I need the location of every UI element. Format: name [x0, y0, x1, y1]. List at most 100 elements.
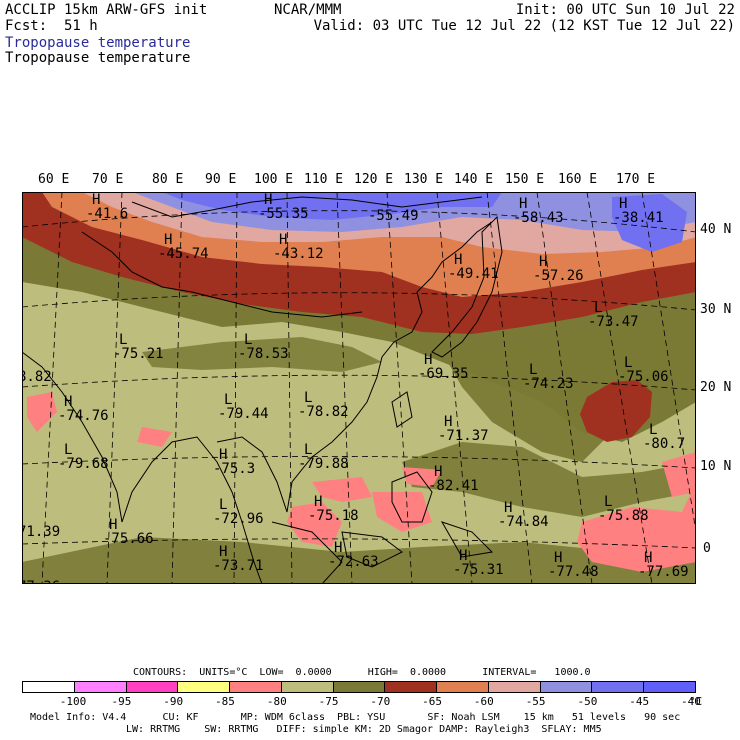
- model-info-line-2: LW: RRTMG SW: RRTMG DIFF: simple KM: 2D …: [126, 724, 602, 735]
- high-marker: H: [109, 517, 117, 533]
- temperature-value: -78.82: [298, 404, 349, 420]
- lon-label: 60 E: [38, 172, 70, 187]
- colorbar-swatch: [332, 681, 386, 693]
- temperature-value: -78.53: [238, 346, 289, 362]
- lon-label: 150 E: [505, 172, 545, 187]
- high-marker: H: [64, 394, 72, 410]
- lat-label: 10 N: [700, 459, 732, 474]
- blue-shading: [162, 192, 502, 220]
- temperature-value: -74.76: [58, 408, 109, 424]
- colorbar-swatch: [487, 681, 541, 693]
- temperature-value: -75.88: [598, 508, 649, 524]
- high-marker: H: [554, 550, 562, 566]
- temperature-value: -75.31: [453, 562, 504, 578]
- blue-shading: [612, 194, 687, 252]
- temperature-value: -38.41: [613, 210, 664, 226]
- temperature-value: -45.74: [158, 246, 209, 262]
- high-marker: H: [539, 254, 547, 270]
- high-marker: H: [619, 196, 627, 212]
- high-marker: H: [454, 252, 462, 268]
- init-time: Init: 00 UTC Sun 10 Jul 22: [515, 2, 735, 18]
- colorbar-label: -95: [111, 695, 132, 708]
- temperature-value: -55.35: [258, 206, 309, 222]
- olive-band: [22, 537, 696, 584]
- temperature-value: -55.49: [368, 208, 419, 224]
- temperature-value: -75.18: [308, 508, 359, 524]
- colorbar-swatch: [229, 681, 282, 693]
- temperature-value: -74.23: [523, 376, 574, 392]
- temperature-value: -79.68: [58, 456, 109, 472]
- forecast-hour: 51 h: [64, 18, 98, 34]
- colorbar-swatch: [384, 681, 438, 693]
- salmon-shading: [27, 392, 696, 572]
- colorbar-swatch: [22, 681, 75, 693]
- low-marker: L: [624, 355, 632, 371]
- coastlines: [22, 196, 503, 584]
- high-marker: H: [644, 550, 652, 566]
- low-marker: L: [304, 442, 312, 458]
- forecast-label: Fcst:: [5, 18, 48, 34]
- lon-label: 170 E: [616, 172, 656, 187]
- colorbar-label: -75: [318, 695, 339, 708]
- high-marker: H: [444, 414, 452, 430]
- field-title-1: Tropopause temperature: [5, 35, 191, 51]
- temperature-value: -79.88: [298, 456, 349, 472]
- temperature-value: 71.39: [22, 524, 60, 540]
- temperature-value: -74.84: [498, 514, 549, 530]
- high-marker: H: [279, 232, 287, 248]
- lon-label: 160 E: [558, 172, 598, 187]
- lon-label: 130 E: [404, 172, 444, 187]
- temperature-value: -72.63: [328, 554, 379, 570]
- colorbar-unit: °C: [689, 695, 703, 708]
- colorbar-label: -40: [681, 695, 701, 708]
- colorbar-swatch: [591, 681, 645, 693]
- lon-label: 80 E: [152, 172, 184, 187]
- temperature-value: -73.71: [213, 558, 264, 574]
- high-marker: H: [314, 494, 322, 510]
- temperature-value: -77.69: [638, 564, 689, 580]
- valid-time: Valid: 03 UTC Tue 12 Jul 22 (12 KST Tue …: [313, 18, 735, 34]
- tropopause-temperature-map: H-41.6H-55.35 -55.49H-58.43H-38.41H-45.74…: [22, 192, 696, 584]
- temperature-value: -79.44: [218, 406, 269, 422]
- lon-label: 70 E: [92, 172, 124, 187]
- high-marker: H: [424, 352, 432, 368]
- colorbar-swatch: [643, 681, 696, 693]
- temperature-value: -75.66: [103, 531, 154, 547]
- colorbar-label: -45: [629, 695, 650, 708]
- dark-red-cyclone: [580, 380, 652, 442]
- lat-label: 0: [703, 541, 711, 556]
- contour-info: CONTOURS: UNITS=°C LOW= 0.0000 HIGH= 0.0…: [133, 667, 591, 678]
- temperature-value: -75.3: [213, 461, 255, 477]
- temperature-value: -71.37: [438, 428, 489, 444]
- colorbar-label: -55: [525, 695, 546, 708]
- low-marker: L: [304, 390, 312, 406]
- colorbar-swatch: [177, 681, 231, 693]
- low-marker: L: [604, 494, 612, 510]
- high-marker: H: [459, 548, 467, 564]
- lat-label: 30 N: [700, 302, 732, 317]
- colorbar-label: -85: [215, 695, 235, 708]
- colorbar-label: -50: [577, 695, 598, 708]
- low-marker: L: [219, 497, 227, 513]
- lat-label: 20 N: [700, 380, 732, 395]
- colorbar-label: -100: [59, 695, 87, 708]
- low-marker: L: [224, 392, 232, 408]
- model-title: ACCLIP 15km ARW-GFS init: [5, 2, 208, 18]
- low-marker: L: [649, 422, 657, 438]
- high-marker: H: [164, 232, 172, 248]
- map-border: [22, 192, 696, 584]
- colorbar-swatch: [73, 681, 127, 693]
- graticule: [22, 192, 696, 584]
- colorbar-label: -70: [370, 695, 391, 708]
- temperature-value: -43.12: [273, 246, 324, 262]
- lon-label: 90 E: [205, 172, 237, 187]
- colorbar-swatch: [125, 681, 179, 693]
- map-labels: H-41.6H-55.35 -55.49H-58.43H-38.41H-45.74…: [22, 192, 689, 584]
- lon-label: 100 E: [254, 172, 294, 187]
- colorbar-swatch: [436, 681, 489, 693]
- low-marker: L: [594, 300, 602, 316]
- high-marker: H: [434, 464, 442, 480]
- colorbar-label: -65: [422, 695, 443, 708]
- temperature-value: -75.06: [618, 369, 669, 385]
- colorbar-label: -80: [266, 695, 287, 708]
